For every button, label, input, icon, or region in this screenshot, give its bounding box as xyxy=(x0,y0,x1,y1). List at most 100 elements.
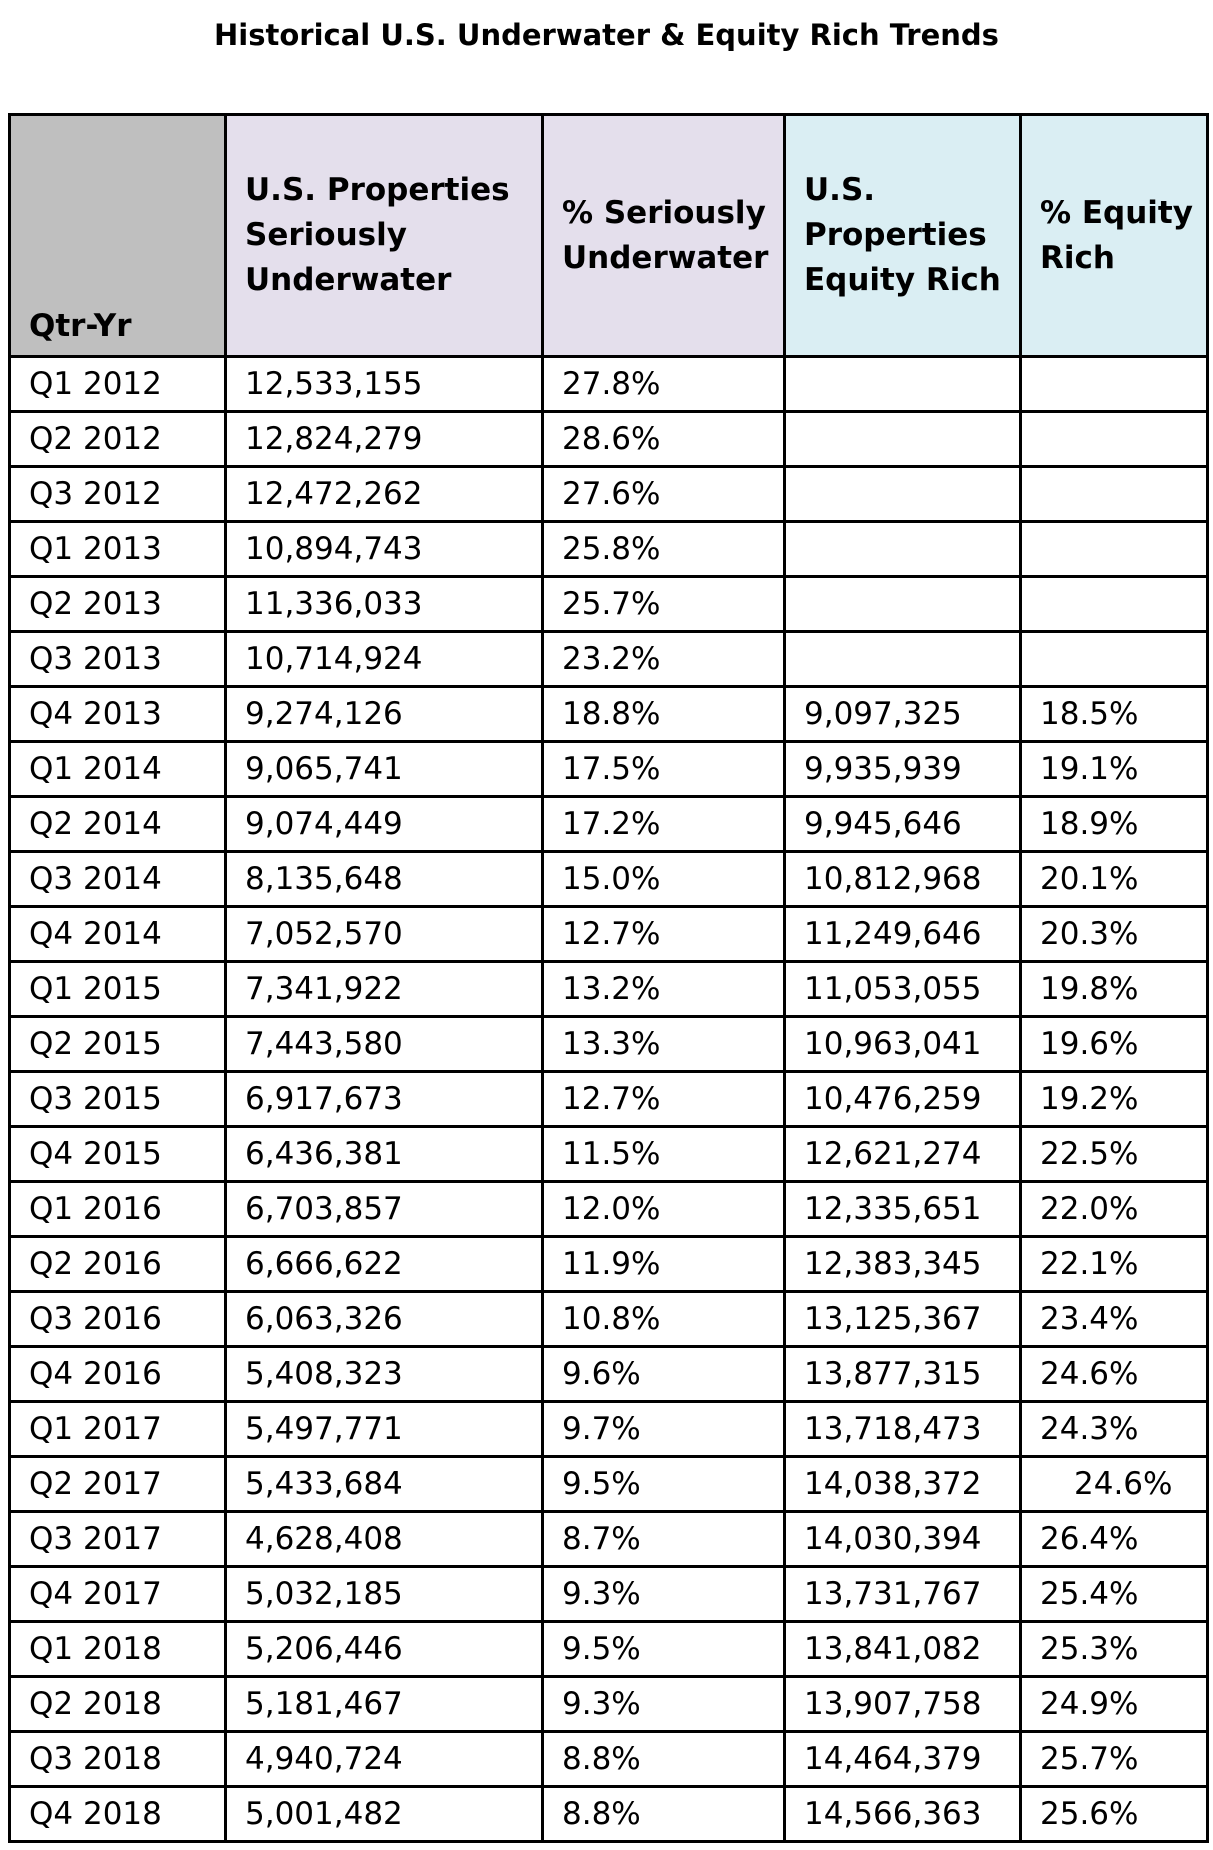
cell-properties-equity-rich: 11,249,646 xyxy=(783,905,1022,963)
cell-qtr-yr: Q2 2013 xyxy=(8,575,227,633)
cell-properties-underwater: 7,341,922 xyxy=(224,960,544,1018)
cell-pct-underwater: 28.6% xyxy=(541,410,786,468)
cell-pct-equity-rich: 19.8% xyxy=(1019,960,1209,1018)
cell-properties-underwater: 10,894,743 xyxy=(224,520,544,578)
cell-pct-underwater: 11.9% xyxy=(541,1235,786,1293)
cell-pct-equity-rich: 26.4% xyxy=(1019,1510,1209,1568)
cell-pct-equity-rich: 24.6% xyxy=(1019,1455,1209,1513)
cell-properties-underwater: 6,063,326 xyxy=(224,1290,544,1348)
cell-pct-underwater: 13.2% xyxy=(541,960,786,1018)
table-row: Q1 2015 7,341,922 13.2% 11,053,055 19.8% xyxy=(8,960,1209,1018)
cell-properties-underwater: 6,666,622 xyxy=(224,1235,544,1293)
cell-pct-underwater: 25.8% xyxy=(541,520,786,578)
table-row: Q4 2013 9,274,126 18.8% 9,097,325 18.5% xyxy=(8,685,1209,743)
cell-properties-equity-rich: 14,030,394 xyxy=(783,1510,1022,1568)
cell-properties-equity-rich: 13,125,367 xyxy=(783,1290,1022,1348)
cell-pct-underwater: 27.6% xyxy=(541,465,786,523)
cell-pct-equity-rich: 18.9% xyxy=(1019,795,1209,853)
cell-properties-equity-rich: 10,963,041 xyxy=(783,1015,1022,1073)
cell-qtr-yr: Q4 2015 xyxy=(8,1125,227,1183)
cell-pct-equity-rich: 18.5% xyxy=(1019,685,1209,743)
cell-properties-equity-rich: 9,945,646 xyxy=(783,795,1022,853)
cell-qtr-yr: Q1 2015 xyxy=(8,960,227,1018)
cell-properties-equity-rich xyxy=(783,520,1022,578)
cell-pct-equity-rich xyxy=(1019,465,1209,523)
cell-pct-underwater: 17.5% xyxy=(541,740,786,798)
table-row: Q2 2016 6,666,622 11.9% 12,383,345 22.1% xyxy=(8,1235,1209,1293)
cell-qtr-yr: Q1 2017 xyxy=(8,1400,227,1458)
table-row: Q2 2013 11,336,033 25.7% xyxy=(8,575,1209,633)
cell-properties-equity-rich: 13,877,315 xyxy=(783,1345,1022,1403)
cell-properties-underwater: 7,052,570 xyxy=(224,905,544,963)
table-row: Q3 2016 6,063,326 10.8% 13,125,367 23.4% xyxy=(8,1290,1209,1348)
cell-properties-underwater: 5,001,482 xyxy=(224,1785,544,1843)
cell-properties-equity-rich: 13,731,767 xyxy=(783,1565,1022,1623)
cell-pct-underwater: 9.7% xyxy=(541,1400,786,1458)
table-row: Q4 2018 5,001,482 8.8% 14,566,363 25.6% xyxy=(8,1785,1209,1843)
cell-qtr-yr: Q1 2012 xyxy=(8,355,227,413)
cell-qtr-yr: Q3 2015 xyxy=(8,1070,227,1128)
table-body: Q1 2012 12,533,155 27.8% Q2 2012 12,824,279 2… xyxy=(8,355,1209,1843)
cell-properties-underwater: 6,703,857 xyxy=(224,1180,544,1238)
cell-properties-underwater: 12,472,262 xyxy=(224,465,544,523)
cell-properties-underwater: 5,433,684 xyxy=(224,1455,544,1513)
cell-pct-equity-rich: 22.0% xyxy=(1019,1180,1209,1238)
header-row: Qtr-Yr U.S. Properties Seriously Underwa… xyxy=(8,113,1209,358)
cell-qtr-yr: Q2 2018 xyxy=(8,1675,227,1733)
cell-properties-underwater: 6,436,381 xyxy=(224,1125,544,1183)
cell-properties-underwater: 8,135,648 xyxy=(224,850,544,908)
table-row: Q4 2017 5,032,185 9.3% 13,731,767 25.4% xyxy=(8,1565,1209,1623)
cell-qtr-yr: Q3 2012 xyxy=(8,465,227,523)
cell-pct-equity-rich xyxy=(1019,520,1209,578)
cell-qtr-yr: Q1 2018 xyxy=(8,1620,227,1678)
cell-qtr-yr: Q2 2016 xyxy=(8,1235,227,1293)
cell-pct-underwater: 23.2% xyxy=(541,630,786,688)
cell-pct-equity-rich: 24.3% xyxy=(1019,1400,1209,1458)
cell-properties-underwater: 5,497,771 xyxy=(224,1400,544,1458)
cell-pct-equity-rich: 19.6% xyxy=(1019,1015,1209,1073)
cell-pct-underwater: 12.7% xyxy=(541,1070,786,1128)
cell-properties-equity-rich: 11,053,055 xyxy=(783,960,1022,1018)
cell-qtr-yr: Q1 2014 xyxy=(8,740,227,798)
cell-pct-underwater: 12.7% xyxy=(541,905,786,963)
table-row: Q3 2012 12,472,262 27.6% xyxy=(8,465,1209,523)
cell-properties-underwater: 10,714,924 xyxy=(224,630,544,688)
cell-properties-underwater: 12,824,279 xyxy=(224,410,544,468)
cell-pct-equity-rich xyxy=(1019,630,1209,688)
cell-properties-equity-rich: 12,335,651 xyxy=(783,1180,1022,1238)
table-row: Q2 2017 5,433,684 9.5% 14,038,372 24.6% xyxy=(8,1455,1209,1513)
cell-qtr-yr: Q4 2018 xyxy=(8,1785,227,1843)
cell-properties-equity-rich: 12,621,274 xyxy=(783,1125,1022,1183)
cell-pct-underwater: 17.2% xyxy=(541,795,786,853)
cell-properties-underwater: 11,336,033 xyxy=(224,575,544,633)
cell-qtr-yr: Q1 2016 xyxy=(8,1180,227,1238)
header-pct-equity-rich: % Equity Rich xyxy=(1019,113,1209,358)
cell-pct-equity-rich xyxy=(1019,355,1209,413)
cell-pct-equity-rich: 22.1% xyxy=(1019,1235,1209,1293)
cell-pct-equity-rich xyxy=(1019,410,1209,468)
header-qtr-yr: Qtr-Yr xyxy=(8,113,227,358)
header-properties-underwater: U.S. Properties Seriously Underwater xyxy=(224,113,544,358)
cell-properties-equity-rich: 14,566,363 xyxy=(783,1785,1022,1843)
cell-qtr-yr: Q4 2016 xyxy=(8,1345,227,1403)
cell-pct-equity-rich: 19.1% xyxy=(1019,740,1209,798)
cell-pct-underwater: 27.8% xyxy=(541,355,786,413)
cell-qtr-yr: Q1 2013 xyxy=(8,520,227,578)
cell-properties-underwater: 4,628,408 xyxy=(224,1510,544,1568)
cell-pct-equity-rich: 24.6% xyxy=(1019,1345,1209,1403)
cell-qtr-yr: Q3 2017 xyxy=(8,1510,227,1568)
cell-properties-equity-rich xyxy=(783,575,1022,633)
table-header: Qtr-Yr U.S. Properties Seriously Underwa… xyxy=(8,113,1209,358)
cell-pct-equity-rich: 20.1% xyxy=(1019,850,1209,908)
table-row: Q1 2018 5,206,446 9.5% 13,841,082 25.3% xyxy=(8,1620,1209,1678)
cell-properties-equity-rich: 13,841,082 xyxy=(783,1620,1022,1678)
cell-properties-underwater: 7,443,580 xyxy=(224,1015,544,1073)
cell-qtr-yr: Q3 2018 xyxy=(8,1730,227,1788)
cell-properties-equity-rich: 14,038,372 xyxy=(783,1455,1022,1513)
cell-pct-underwater: 8.7% xyxy=(541,1510,786,1568)
cell-pct-equity-rich: 25.6% xyxy=(1019,1785,1209,1843)
cell-pct-underwater: 10.8% xyxy=(541,1290,786,1348)
cell-qtr-yr: Q2 2012 xyxy=(8,410,227,468)
cell-pct-equity-rich: 25.7% xyxy=(1019,1730,1209,1788)
cell-pct-underwater: 25.7% xyxy=(541,575,786,633)
